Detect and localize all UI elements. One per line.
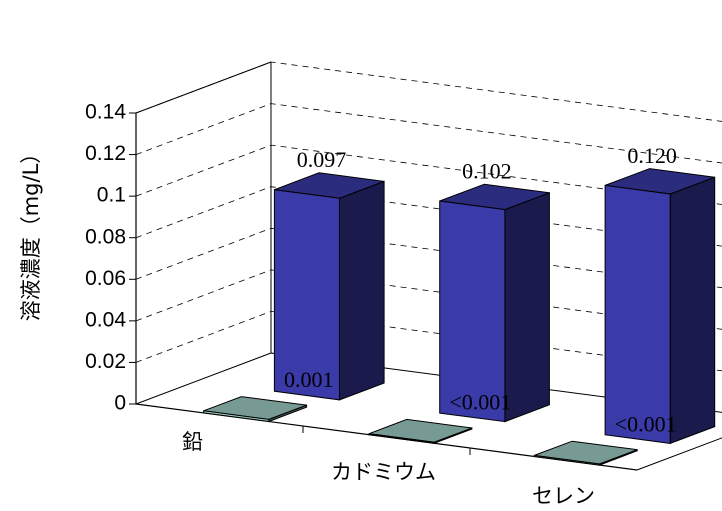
bar-front — [203, 396, 308, 423]
gridline — [135, 269, 722, 330]
bar-front-top — [534, 440, 638, 465]
gridline — [135, 186, 722, 247]
x-tick-label: 鉛 — [182, 430, 203, 454]
y-axis-label: 溶液濃度（mg/L） — [19, 143, 43, 322]
gridline — [135, 103, 722, 164]
grid-layer — [135, 61, 722, 372]
y-tick-label: 0.04 — [85, 308, 126, 331]
data-label: <0.001 — [615, 411, 677, 436]
bar-back-front — [604, 184, 671, 444]
floor-right-edge — [636, 437, 722, 471]
bar-front-top — [368, 418, 473, 443]
gridline — [135, 61, 722, 122]
bars-layer — [203, 168, 716, 466]
y-tick-label: 0.12 — [85, 142, 126, 165]
data-label: 0.097 — [297, 147, 347, 172]
x-tick-label: セレン — [532, 484, 595, 506]
data-label: <0.001 — [449, 390, 511, 415]
bar-back-side — [339, 180, 385, 401]
floor-left-edge — [135, 352, 272, 405]
gridline — [135, 144, 722, 205]
bar-front-front — [533, 454, 600, 466]
bar-front-front — [203, 410, 270, 423]
y-tick-label: 0.02 — [85, 350, 126, 373]
y-tick-label: 0.06 — [85, 267, 126, 290]
gridline — [135, 310, 722, 372]
bar-back-side — [504, 192, 550, 423]
bar-back-front — [273, 189, 340, 401]
data-label: 0.120 — [627, 143, 677, 168]
y-tick-label: 0 — [114, 392, 126, 415]
y-tick-label: 0.08 — [85, 225, 126, 248]
data-label: 0.001 — [284, 367, 334, 392]
gridline — [135, 227, 722, 289]
bar-back — [604, 168, 716, 445]
axes-layer: 0 0.02 0.04 0.06 0.08 0.1 0.12 0.14 — [85, 61, 722, 471]
bar-back-side — [669, 176, 716, 445]
bar-front — [368, 418, 473, 445]
bar-front-top — [203, 396, 307, 420]
bar-back-front — [439, 200, 506, 423]
bar-front-front — [368, 433, 435, 444]
bar-front — [533, 440, 638, 466]
bar-back — [439, 183, 550, 423]
data-label: 0.102 — [462, 159, 512, 184]
x-tick-label: カドミウム — [331, 460, 436, 484]
bar-back — [273, 172, 385, 401]
y-tick-label: 0.1 — [97, 184, 126, 207]
y-tick-label: 0.14 — [85, 101, 126, 124]
